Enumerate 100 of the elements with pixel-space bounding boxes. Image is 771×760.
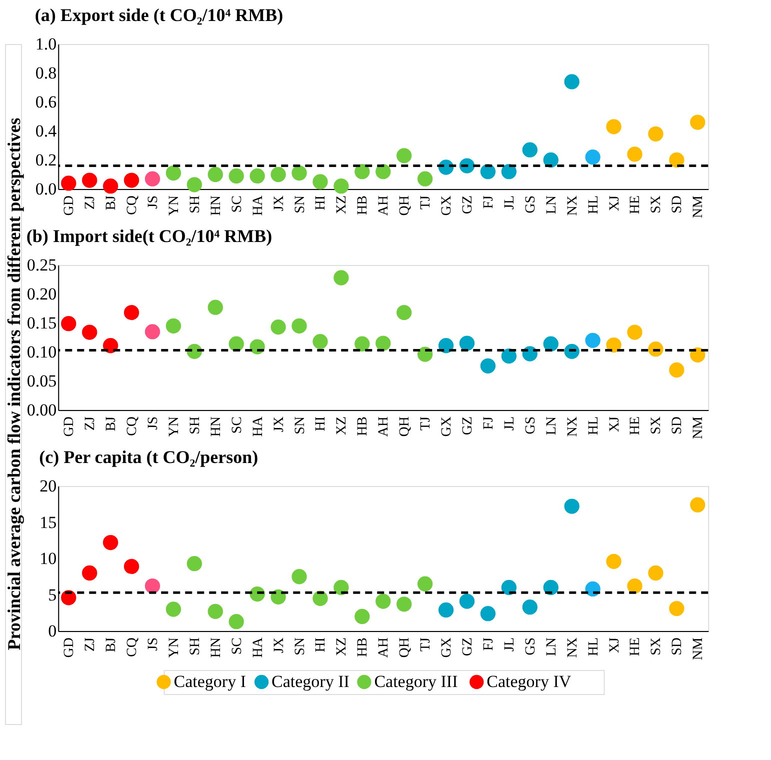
x-tick-label: HN [208,196,224,216]
x-tick-label: SD [670,416,686,434]
x-tick-label: SH [188,196,203,214]
y-tick-label: 0.20 [26,284,57,304]
x-tick-label: SC [230,196,245,213]
x-tick-label: FJ [481,416,496,430]
x-tick-label: GZ [460,638,476,656]
y-tick-label: 0.0 [35,180,57,198]
y-tick-label: 0.15 [26,314,57,332]
x-tick-label: LN [544,638,560,656]
x-tick-label: HL [586,196,602,214]
x-tick-label: CQ [125,196,140,215]
x-tick-label: LN [544,196,560,214]
x-tick-label: BJ [104,194,120,210]
x-tick-label: JS [146,416,161,430]
y-tick-label: 20 [40,476,57,496]
x-tick-label: TJ [418,416,434,430]
x-tick-label: FJ [481,194,496,209]
x-tick-label: HN [208,638,224,658]
x-tick-label: ZJ [83,194,98,210]
y-tick-label: 0.05 [26,372,57,390]
x-tick-label: HE [628,638,644,656]
y-tick-label: 1.0 [35,34,57,54]
x-tick-label: AH [376,416,392,437]
x-tick-label: HE [628,196,644,214]
x-tick-label: GS [523,196,538,214]
y-tick-label: 0.4 [35,122,58,140]
x-tick-label: SX [649,416,664,434]
x-tick-label: HN [208,416,224,437]
x-tick-label: BJ [104,416,120,432]
x-tick-label: SX [649,196,664,214]
x-tick-label: YN [166,196,182,216]
x-tick-label: NX [565,196,580,216]
x-tick-label: TJ [418,194,434,210]
x-tick-label: HI [314,195,329,210]
x-tick-label: HL [586,638,602,656]
x-tick-label: JL [502,638,518,652]
x-tick-label: GD [62,196,78,216]
x-tick-label: XJ [607,194,622,212]
x-tick-label: GX [440,416,455,437]
x-tick-label: SN [292,638,308,656]
x-tick-label: HI [314,416,329,432]
x-tick-label: NM [691,194,706,218]
x-tick-label: ZJ [83,636,98,652]
y-tick-label: 10 [40,549,57,568]
y-tick-label: 0.8 [35,64,57,82]
y-tick-label: 0.6 [35,92,57,112]
x-tick-label: HE [628,416,644,436]
x-tick-label: YN [166,416,182,437]
x-tick-label: SC [230,416,245,434]
y-tick-label: 0 [48,622,57,640]
x-tick-label: HA [250,636,266,658]
x-tick-label: BJ [104,636,120,652]
x-tick-label: XZ [334,416,350,436]
chart-title: (b) Import side(t CO₂/10⁴ RMB) [26,226,272,246]
x-tick-label: GX [440,638,455,658]
x-tick-label: GS [523,638,538,656]
x-tick-label: HL [586,416,602,436]
x-tick-label: NM [691,636,706,660]
x-tick-label: NX [565,416,580,437]
x-tick-label: QH [398,638,413,658]
x-tick-label: XZ [334,638,350,656]
x-tick-label: NX [565,638,580,658]
x-tick-label: JX [272,196,287,212]
x-tick-label: SD [670,196,686,214]
x-tick-label: SH [188,638,203,656]
legend-label: Category IV [486,672,572,691]
x-tick-label: SC [230,638,245,655]
x-tick-label: CQ [125,638,140,657]
x-tick-label: HB [356,196,371,215]
x-tick-label: LN [544,416,560,436]
x-tick-label: SX [649,638,664,656]
y-tick-label: 0.00 [26,400,57,420]
x-tick-label: TJ [418,636,434,652]
x-tick-label: GD [62,416,78,437]
x-tick-label: FJ [481,636,496,651]
x-tick-label: HA [250,416,266,437]
x-tick-label: HB [356,416,371,436]
x-tick-label: JX [272,638,287,654]
x-tick-label: HB [356,638,371,657]
x-tick-label: SD [670,638,686,656]
x-tick-label: GZ [460,196,476,214]
chart-title: (c) Per capita (t CO₂/person) [39,447,258,467]
x-tick-label: SN [292,196,308,214]
chart-title: (a) Export side (t CO₂/10⁴ RMB) [34,5,284,25]
x-tick-label: SH [188,416,203,434]
y-tick-label: 15 [40,512,57,532]
x-tick-label: GS [523,416,538,434]
x-tick-label: JS [146,638,161,651]
x-tick-label: XJ [607,416,622,432]
y-tick-label: 0.2 [35,150,57,170]
x-tick-label: AH [376,638,392,658]
x-tick-label: ZJ [83,416,98,430]
y-tick-label: 5 [48,585,57,604]
x-tick-label: QH [398,196,413,216]
x-tick-label: XJ [607,636,622,654]
x-tick-label: AH [376,196,392,216]
x-tick-label: JL [502,416,518,430]
legend-label: Category II [272,672,350,691]
x-tick-label: SN [292,416,308,434]
